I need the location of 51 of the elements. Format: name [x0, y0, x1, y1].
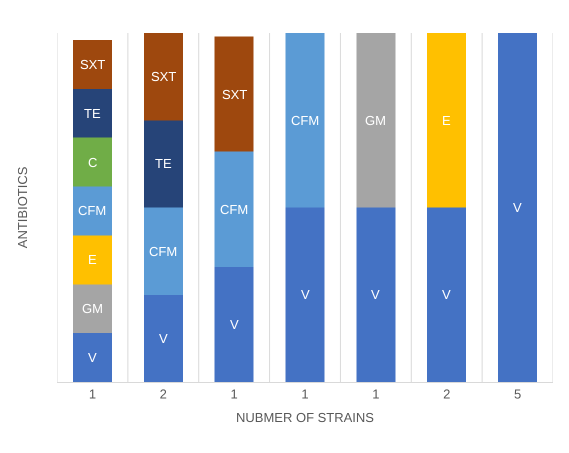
series-label: E — [442, 113, 451, 128]
bar — [427, 33, 466, 208]
text: SXT — [80, 57, 106, 72]
series-label: GM — [365, 113, 386, 128]
text: V — [301, 287, 310, 302]
bar — [144, 33, 183, 120]
y-axis-title: ANTIBIOTICS — [15, 166, 30, 248]
text: V — [159, 331, 168, 346]
bar — [72, 284, 112, 334]
text: V — [513, 200, 522, 215]
text: E — [88, 252, 97, 267]
text: SXT — [151, 69, 176, 84]
bar — [72, 88, 112, 138]
bar — [72, 235, 112, 284]
text: V — [230, 317, 239, 332]
x-tick-label: 1 — [372, 386, 380, 402]
bar — [356, 33, 396, 208]
x-tick-label: 2 — [443, 386, 450, 402]
x-tick-label: 1 — [230, 386, 238, 402]
series-label: V — [371, 287, 380, 302]
bar — [72, 138, 112, 187]
bar — [498, 33, 538, 382]
bar — [72, 186, 112, 236]
text: CFM — [291, 113, 320, 128]
series-label: CFM — [78, 203, 106, 218]
bar — [144, 294, 183, 382]
x-axis-title: NUBMER OF STRAINS — [236, 410, 374, 426]
text: V — [88, 350, 97, 365]
x-tick-label: 5 — [514, 386, 522, 402]
x-tick-label: 1 — [301, 386, 309, 402]
x-tick-label: 1 — [88, 386, 96, 402]
bar — [144, 120, 183, 208]
text: CFM — [220, 202, 248, 217]
series-label: TE — [84, 106, 101, 121]
x-tick-label: 2 — [160, 386, 167, 402]
bar — [72, 333, 112, 382]
text: V — [442, 287, 451, 302]
text: GM — [82, 301, 103, 316]
bar — [144, 208, 183, 295]
bar — [286, 208, 324, 382]
series-label: C — [88, 155, 98, 170]
bar — [214, 266, 254, 382]
bar — [356, 208, 396, 382]
bar — [427, 208, 466, 382]
bar — [72, 40, 112, 89]
bar — [286, 33, 324, 208]
text: TE — [155, 156, 172, 171]
series-label: SXT — [222, 87, 248, 102]
bar — [214, 152, 254, 267]
bar — [214, 36, 254, 152]
text: CFM — [149, 244, 178, 259]
